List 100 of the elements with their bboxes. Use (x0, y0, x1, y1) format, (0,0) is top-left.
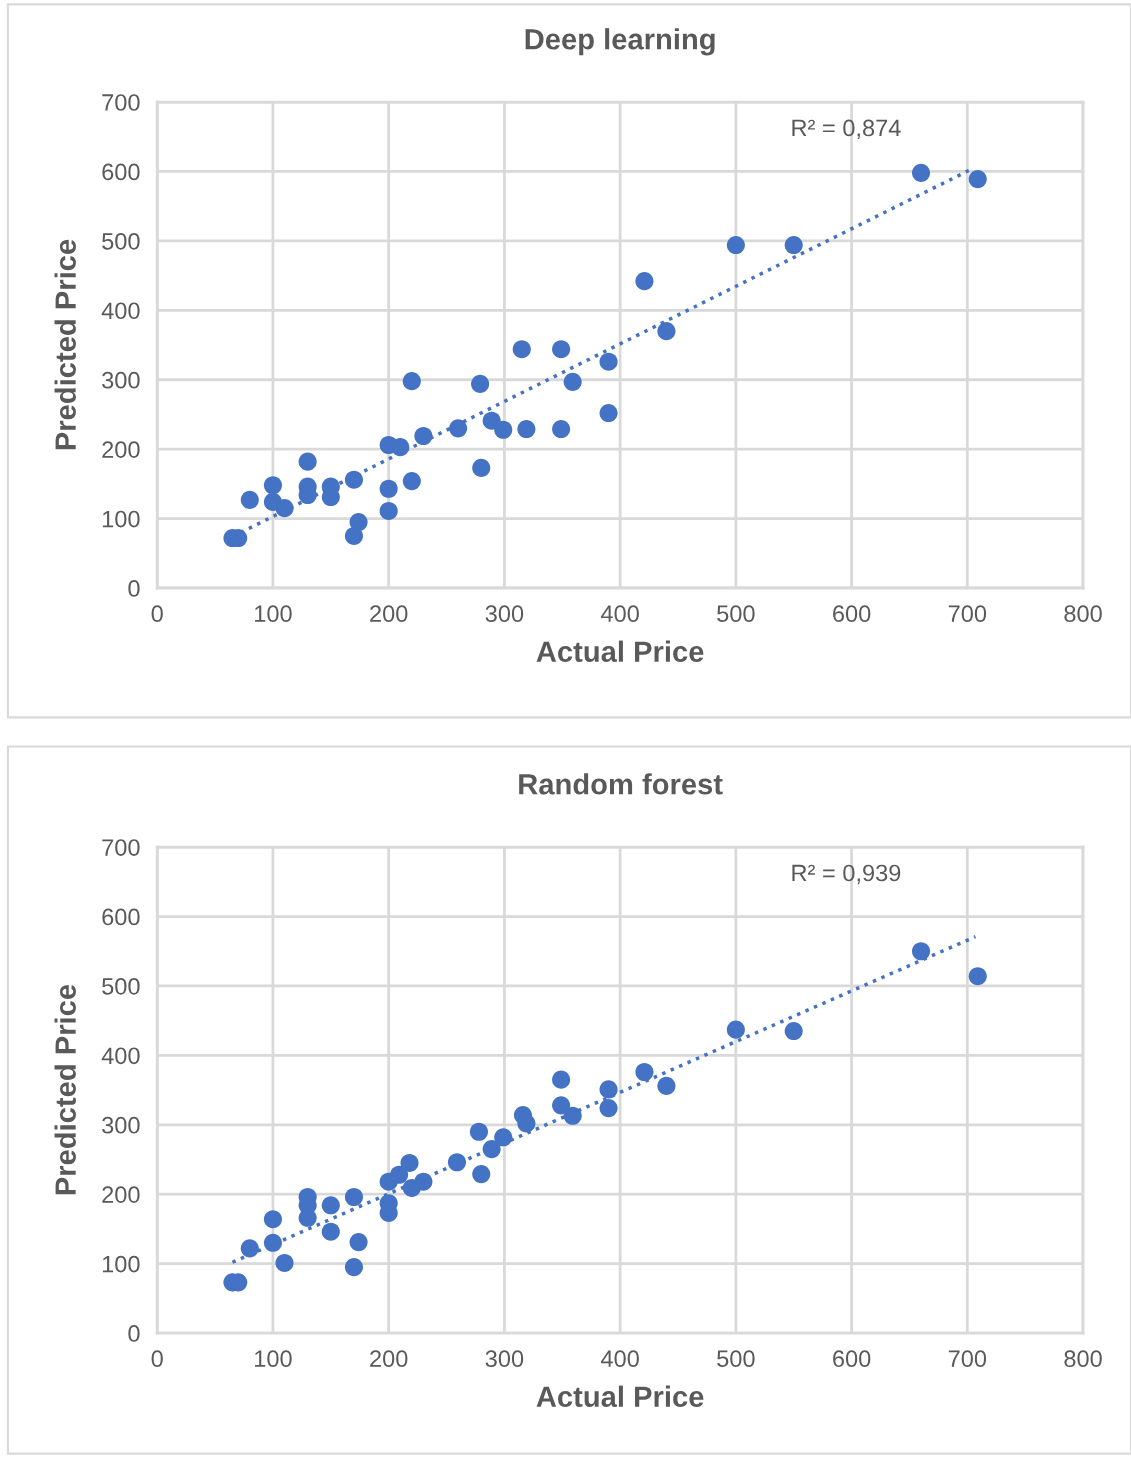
point (494, 420, 513, 439)
y-tick-label: 200 (102, 1186, 140, 1203)
point (635, 1062, 654, 1082)
point (726, 1020, 745, 1039)
chart-title: Deep learning (525, 28, 715, 56)
point (911, 163, 931, 182)
x-tick-label: 300 (485, 605, 524, 623)
point (275, 1253, 294, 1272)
x-tick-label: 100 (255, 1350, 292, 1368)
point (240, 490, 259, 509)
y-tick-label: 300 (102, 1116, 140, 1134)
chart-title: Random forest (519, 773, 723, 795)
point (402, 472, 421, 491)
point (263, 476, 282, 495)
point (657, 322, 676, 341)
x-tick-label: 0 (151, 605, 163, 623)
point (344, 1258, 363, 1277)
point (414, 426, 433, 446)
point (784, 1022, 803, 1041)
point (344, 526, 363, 545)
point (469, 1122, 488, 1141)
y-axis-title: Predicted Price (54, 239, 76, 450)
point (552, 1096, 571, 1115)
point (911, 942, 931, 961)
x-tick-label: 600 (833, 605, 871, 623)
point (635, 272, 654, 291)
x-axis-title: Actual Price (536, 640, 704, 662)
point (391, 438, 410, 457)
x-tick-label: 300 (485, 1350, 524, 1368)
y-tick-label: 700 (102, 839, 140, 856)
annotation: R² = 0,874 (792, 119, 901, 140)
y-tick-label: 400 (101, 302, 140, 320)
y-tick-label: 500 (102, 978, 140, 995)
x-tick-label: 700 (948, 1350, 987, 1368)
point (512, 340, 531, 359)
point (447, 1153, 466, 1172)
point (552, 419, 571, 439)
x-tick-label: 800 (1064, 605, 1102, 623)
x-tick-label: 400 (600, 605, 639, 623)
point (784, 236, 803, 255)
point (449, 419, 468, 438)
point (657, 1076, 676, 1095)
point (599, 404, 618, 423)
y-axis-title: Predicted Price (54, 984, 76, 1195)
y-tick-label: 100 (102, 1255, 140, 1273)
point (599, 352, 618, 371)
point (298, 452, 317, 471)
x-axis-title: Actual Price (536, 1385, 704, 1408)
point (563, 372, 582, 391)
point (344, 470, 363, 489)
x-tick-label: 500 (717, 1350, 755, 1368)
point (563, 1106, 582, 1125)
point (968, 967, 987, 986)
x-tick-label: 700 (948, 605, 987, 623)
point (494, 1128, 513, 1147)
x-tick-label: 500 (717, 605, 755, 623)
y-tick-label: 0 (128, 580, 140, 597)
point (263, 1210, 282, 1229)
point (390, 1165, 409, 1184)
point (472, 1165, 491, 1184)
point (552, 1070, 571, 1089)
point (349, 1233, 368, 1252)
point (321, 1222, 340, 1241)
y-tick-label: 700 (102, 94, 140, 111)
y-tick-label: 600 (102, 163, 140, 181)
x-tick-label: 200 (370, 605, 408, 623)
point (321, 1196, 340, 1215)
point (517, 419, 536, 439)
y-tick-label: 500 (102, 232, 140, 250)
point (599, 1099, 618, 1118)
x-tick-label: 100 (255, 605, 292, 623)
point (379, 479, 398, 498)
y-tick-label: 0 (128, 1325, 140, 1342)
y-tick-label: 200 (102, 441, 140, 458)
point (379, 501, 398, 521)
point (400, 1153, 419, 1173)
y-tick-label: 300 (102, 371, 140, 389)
point (402, 372, 421, 391)
point (472, 458, 491, 477)
point (275, 499, 294, 518)
y-tick-label: 100 (102, 510, 140, 528)
point (968, 170, 987, 189)
point (414, 1172, 433, 1191)
point (517, 1114, 536, 1133)
point (263, 1233, 282, 1252)
y-tick-label: 600 (102, 908, 140, 926)
point (599, 1080, 618, 1099)
x-tick-label: 400 (600, 1350, 639, 1368)
point (726, 236, 745, 255)
x-tick-label: 800 (1064, 1350, 1102, 1368)
x-tick-label: 600 (833, 1350, 871, 1368)
point (552, 340, 571, 359)
point (482, 1140, 501, 1159)
x-tick-label: 200 (370, 1350, 408, 1368)
y-tick-label: 400 (101, 1047, 140, 1065)
point (240, 1239, 259, 1258)
x-tick-label: 0 (151, 1350, 163, 1368)
point (471, 374, 490, 393)
point (344, 1187, 363, 1207)
annotation: R² = 0,939 (792, 864, 901, 885)
